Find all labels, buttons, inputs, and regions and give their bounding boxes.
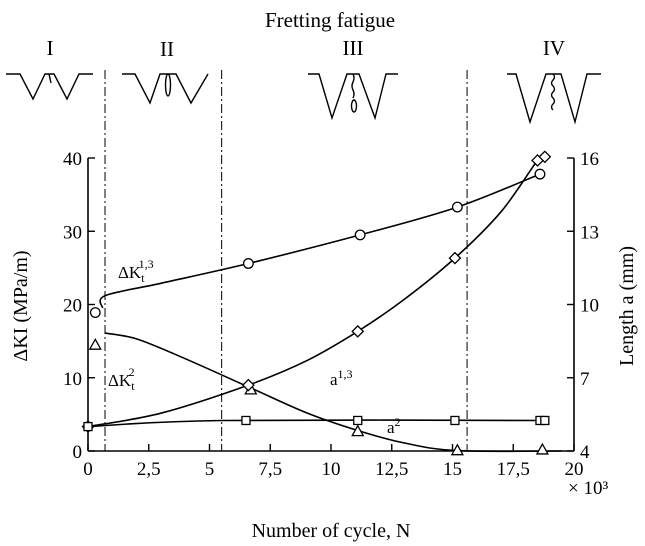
plot-frame: [88, 158, 574, 451]
notch-sketch-stage-1: [6, 74, 93, 99]
left-tick-label: 40: [63, 149, 82, 170]
marker-kt13: [244, 259, 254, 269]
left-tick-label: 10: [63, 369, 82, 390]
marker-kt13: [453, 202, 463, 212]
series-line-a2: [88, 420, 545, 427]
right-tick-label: 10: [580, 296, 599, 317]
right-axis-label: Length a (mm): [616, 246, 638, 366]
series-line-a13: [88, 155, 545, 426]
x-tick-label: 2,5: [137, 459, 161, 480]
x-axis-multiplier: × 10³: [568, 478, 608, 499]
notch-sketch-stage-2: [122, 74, 208, 103]
stage-boundaries: [105, 70, 467, 451]
left-tick-label: 0: [73, 442, 83, 463]
series-line-kt2: [105, 333, 562, 451]
marker-kt2: [352, 426, 363, 436]
marker-a2: [84, 423, 92, 431]
stage-label-3: III: [343, 36, 364, 60]
right-axis-ticks: 4 7 10 13 16: [567, 149, 599, 463]
marker-a2: [354, 416, 362, 424]
right-tick-label: 16: [580, 149, 599, 170]
series-markers: [83, 151, 551, 454]
x-tick-label: 17,5: [497, 459, 530, 480]
marker-a2: [242, 416, 250, 424]
right-tick-label: 7: [580, 369, 590, 390]
x-tick-label: 7,5: [258, 459, 282, 480]
x-axis-ticks: 0 2,5 5 7,5 10 12,5 15 17,5 20: [83, 444, 583, 480]
series-label-dKt2: ΔKt2: [108, 365, 135, 393]
right-tick-label: 4: [580, 442, 590, 463]
right-tick-label: 13: [580, 222, 599, 243]
marker-kt13: [90, 308, 100, 318]
left-tick-label: 20: [63, 296, 82, 317]
left-tick-label: 30: [63, 222, 82, 243]
marker-kt2: [537, 444, 548, 454]
marker-a2: [541, 416, 549, 424]
series-label-a13: a1,3: [330, 367, 353, 389]
stage-label-4: IV: [543, 36, 565, 60]
marker-kt13: [355, 230, 365, 240]
notch-sketch-stage-4: [507, 74, 601, 122]
marker-kt13: [535, 169, 545, 179]
x-tick-label: 12,5: [375, 459, 408, 480]
series-lines: [88, 155, 562, 451]
marker-a13: [352, 326, 363, 337]
x-tick-label: 5: [205, 459, 215, 480]
left-axis-ticks: 0 10 20 30 40: [63, 149, 95, 463]
series-label-a2: a2: [387, 415, 401, 437]
marker-a2: [451, 416, 459, 424]
series-label-dKt13: ΔKt1,3: [118, 257, 154, 285]
stage-label-2: II: [160, 37, 174, 61]
chart-title: Fretting fatigue: [265, 8, 395, 32]
left-axis-label: ΔKI (MPa/m): [10, 250, 32, 361]
x-axis-label: Number of cycle, N: [252, 520, 411, 542]
notch-sketch-stage-3: [308, 74, 398, 118]
x-tick-label: 0: [83, 459, 93, 480]
x-tick-label: 10: [322, 459, 341, 480]
marker-kt2: [90, 339, 101, 349]
stage-label-1: I: [47, 36, 54, 60]
x-tick-label: 15: [443, 459, 462, 480]
